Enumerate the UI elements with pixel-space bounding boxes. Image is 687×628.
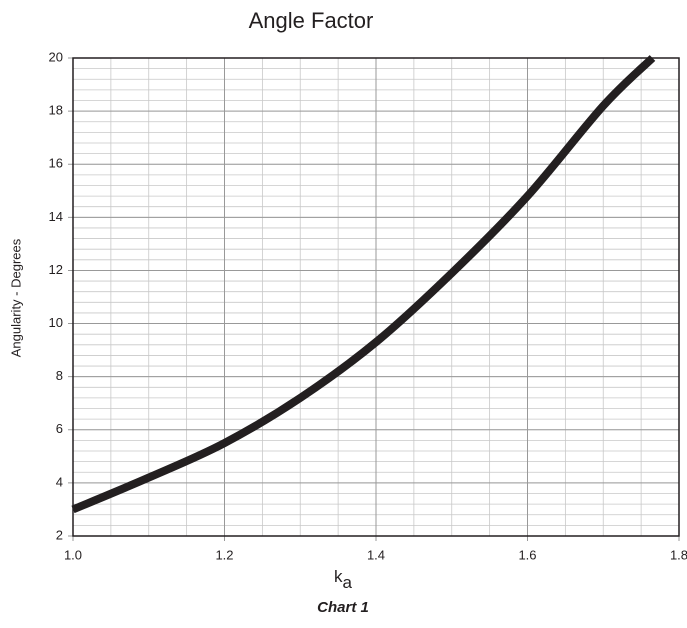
x-axis-label-main: k	[334, 567, 343, 586]
y-tick-label: 2	[56, 527, 63, 542]
y-tick-label: 12	[49, 262, 63, 277]
x-axis-label-subscript: a	[343, 573, 353, 592]
y-axis-label: Angularity - Degrees	[8, 238, 23, 357]
y-tick-label: 6	[56, 421, 63, 436]
x-tick-label: 1.0	[64, 547, 82, 562]
x-tick-label: 1.8	[670, 547, 687, 562]
y-tick-label: 10	[49, 315, 63, 330]
y-tick-label: 20	[49, 49, 63, 64]
x-tick-label: 1.6	[518, 547, 536, 562]
plot-frame	[72, 57, 680, 537]
series-line	[71, 55, 656, 514]
x-tick-label: 1.4	[367, 547, 385, 562]
x-tick-label: 1.2	[215, 547, 233, 562]
y-tick-label: 4	[56, 474, 63, 489]
y-tick-label: 8	[56, 368, 63, 383]
x-axis-label: ka	[334, 567, 353, 592]
y-tick-label: 14	[49, 209, 63, 224]
chart-title: Angle Factor	[249, 8, 374, 33]
y-tick-label: 16	[49, 156, 63, 171]
caption: Chart 1	[317, 599, 369, 616]
y-tick-label: 18	[49, 103, 63, 118]
